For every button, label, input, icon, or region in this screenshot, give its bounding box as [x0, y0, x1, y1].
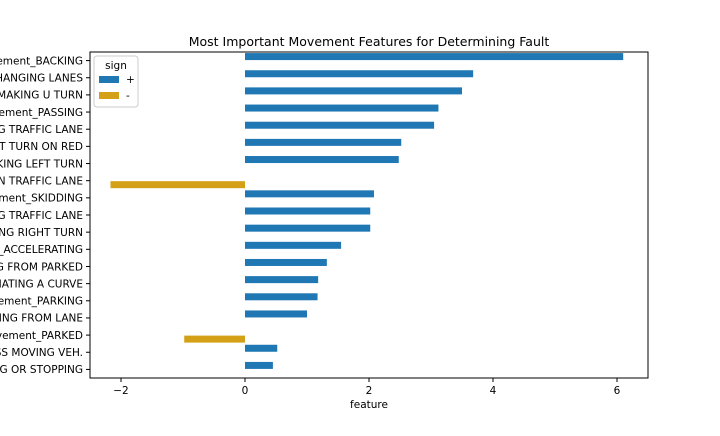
- bar: [245, 361, 273, 369]
- legend: sign + -: [93, 55, 139, 108]
- y-tick-label: vement_PARKED: [0, 330, 83, 342]
- plot-frame: [89, 51, 649, 379]
- bar: [245, 121, 435, 129]
- bar: [245, 156, 399, 164]
- y-tick-label: IN TRAFFIC LANE: [0, 175, 83, 187]
- bar: [245, 104, 439, 112]
- y-tick-label: MAKING U TURN: [0, 90, 83, 102]
- x-axis-label: feature: [350, 399, 388, 411]
- y-tick-label: G FROM PARKED: [0, 261, 83, 273]
- bar: [184, 335, 245, 343]
- bar: [245, 276, 319, 284]
- bar: [245, 190, 374, 198]
- legend-title: sign: [105, 60, 127, 72]
- x-tick-label: 2: [366, 385, 373, 397]
- y-tick-label: vement_PARKING: [0, 296, 83, 308]
- bars-group: [110, 53, 624, 369]
- bar: [245, 258, 327, 266]
- bar: [110, 181, 246, 189]
- bar: [245, 53, 624, 61]
- legend-label: -: [126, 90, 130, 102]
- bar: [245, 207, 371, 215]
- bar: [245, 87, 462, 95]
- x-tick-label: 0: [242, 385, 249, 397]
- bar: [245, 241, 342, 249]
- y-tick-label: TING FROM LANE: [0, 313, 83, 325]
- y-tick-label: ement_BACKING: [0, 55, 83, 67]
- legend-label: +: [126, 74, 135, 86]
- y-axis: ement_BACKING HANGING LANES MAKING U TURN v…: [0, 55, 90, 376]
- y-tick-label: ement_SKIDDING: [0, 193, 83, 205]
- y-tick-label: G TRAFFIC LANE: [0, 210, 83, 222]
- bar: [245, 138, 402, 146]
- bar: [245, 310, 307, 318]
- y-tick-label: vement_PASSING: [0, 107, 83, 119]
- y-tick-label: G TRAFFIC LANE: [0, 124, 83, 136]
- y-tick-label: NG OR STOPPING: [0, 364, 83, 376]
- x-tick-label: −2: [113, 385, 128, 397]
- bar: [245, 344, 278, 352]
- bar: [245, 293, 318, 301]
- x-axis: −2 0 2 4 6: [113, 378, 621, 397]
- y-tick-label: HANGING LANES: [0, 73, 83, 85]
- y-tick-label: t_ACCELERATING: [0, 244, 83, 256]
- legend-swatch: [99, 92, 119, 99]
- y-tick-label: ING RIGHT TURN: [0, 227, 83, 239]
- legend-swatch: [99, 76, 119, 83]
- chart-title: Most Important Movement Features for Det…: [189, 34, 550, 49]
- y-tick-label: SS MOVING VEH.: [0, 347, 83, 359]
- y-tick-label: HT TURN ON RED: [0, 141, 83, 153]
- bar: [245, 70, 474, 78]
- y-tick-label: KING LEFT TURN: [0, 158, 83, 170]
- x-tick-label: 4: [490, 385, 497, 397]
- y-tick-label: TIATING A CURVE: [0, 278, 83, 290]
- bar: [245, 224, 371, 232]
- x-tick-label: 6: [614, 385, 621, 397]
